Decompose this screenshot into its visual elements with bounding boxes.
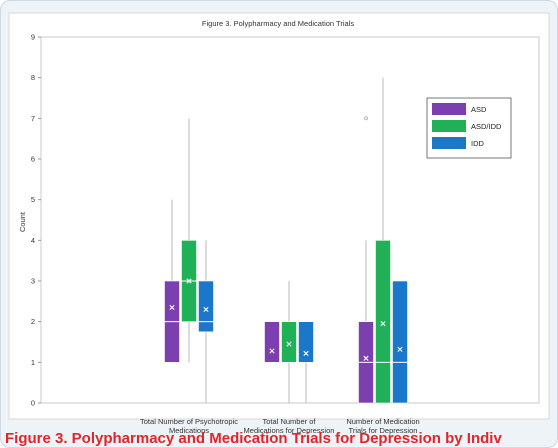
iqr-box <box>375 240 391 404</box>
box-asd-idd-3 <box>375 77 391 404</box>
iqr-box <box>264 321 280 363</box>
mean-marker <box>363 355 369 361</box>
legend-swatch <box>432 137 466 149</box>
figure-caption: Figure 3. Polypharmacy and Medication Tr… <box>5 430 502 447</box>
mean-marker <box>303 350 309 356</box>
y-tick-label: 4 <box>31 236 35 245</box>
legend-label: ASD <box>471 105 487 114</box>
plot-area-frame <box>40 36 540 404</box>
box-asd-3 <box>358 116 374 404</box>
iqr-box <box>198 280 214 333</box>
box-idd-2 <box>298 321 314 403</box>
legend-label: IDD <box>471 139 485 148</box>
axes-layer: 0 1 2 3 4 5 6 7 8 9 Total Number of Psychotropic Me… <box>31 33 540 435</box>
x-category-label: Total Number of Medications for Depressio… <box>244 417 335 435</box>
iqr-box <box>298 321 314 363</box>
y-tick-label: 1 <box>31 358 35 367</box>
legend-swatch <box>432 103 466 115</box>
mean-marker <box>186 278 192 284</box>
y-tick-label: 8 <box>31 73 35 82</box>
iqr-box <box>392 280 408 404</box>
x-category-label: Total Number of Psychotropic Medications <box>140 417 238 435</box>
iqr-box <box>281 321 297 363</box>
legend: ASD ASD/IDD IDD <box>426 97 512 159</box>
mean-marker <box>286 341 292 347</box>
box-asd-idd-1 <box>181 118 197 363</box>
mean-marker <box>269 348 275 354</box>
box-idd-3 <box>392 280 408 404</box>
chart-title: Figure 3. Polypharmacy and Medication Tr… <box>202 19 354 28</box>
box-idd-1 <box>198 240 214 403</box>
outlier-point <box>364 116 368 121</box>
box-asd-2 <box>264 321 280 363</box>
y-tick-label: 2 <box>31 317 35 326</box>
mean-marker <box>380 321 386 327</box>
box-asd-idd-2 <box>281 281 297 403</box>
x-category-label: Number of Medication Trials for Depressio… <box>346 417 419 435</box>
y-tick-label: 6 <box>31 155 35 164</box>
mean-marker <box>203 306 209 313</box>
legend-label: ASD/IDD <box>471 122 502 131</box>
y-tick-label: 7 <box>31 114 35 123</box>
mean-marker <box>169 304 175 311</box>
boxes-layer <box>164 77 408 404</box>
y-tick-label: 0 <box>31 399 35 408</box>
y-tick-label: 3 <box>31 277 35 286</box>
y-tick-label: 5 <box>31 195 35 204</box>
mean-marker <box>397 346 403 352</box>
legend-swatch <box>432 120 466 132</box>
y-axis-label: Count <box>18 211 27 232</box>
box-asd-1 <box>164 199 180 363</box>
y-tick-label: 9 <box>31 33 35 42</box>
